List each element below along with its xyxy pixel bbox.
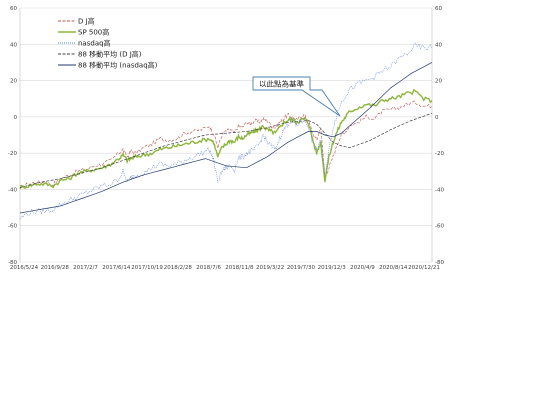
x-tick-label: 2017/10/19 <box>131 265 163 271</box>
legend-label: nasdaq高 <box>78 39 111 48</box>
x-tick-label: 2020/8/14 <box>379 265 408 271</box>
x-tick-label: 2018/11/8 <box>225 265 254 271</box>
x-tick-label: 2020/4/9 <box>350 265 375 271</box>
x-tick-label: 2017/6/14 <box>102 265 131 271</box>
annotation-callout: 以此點為基準 <box>252 76 341 117</box>
series-line-1 <box>19 88 433 190</box>
y-tick-label-left: 40 <box>10 42 17 48</box>
y-tick-label-right: 0 <box>435 115 439 121</box>
legend-label: 88 移動平均 (D J高) <box>78 50 142 59</box>
y-tick-label-right: -60 <box>435 224 444 230</box>
callout-label: 以此點為基準 <box>259 79 304 89</box>
y-tick-label-left: -20 <box>8 151 17 157</box>
x-axis-ticks: 2016/5/24 2016/9/28 2017/2/7 2017/6/14 2017/… <box>10 265 440 271</box>
series-line-2 <box>19 42 433 220</box>
gridlines <box>19 7 433 263</box>
series-line-4 <box>19 62 433 214</box>
y-tick-label-left: 0 <box>14 115 18 121</box>
y-tick-label-right: 60 <box>435 6 442 12</box>
x-tick-label: 2018/2/28 <box>164 265 193 271</box>
series-line-0 <box>19 100 433 189</box>
legend-label: SP 500高 <box>78 28 109 37</box>
series-group <box>19 42 433 220</box>
y-axis-ticks: -80 -80 -60 -60 -40 -40 -20 -20 0 0 20 20 40 40 60 60 <box>8 6 444 266</box>
series-line-3 <box>19 112 433 188</box>
x-tick-label: 2018/7/6 <box>196 265 221 271</box>
legend: D J高 SP 500高 nasdaq高 88 移動平均 (D J高) 88 移動平均 … <box>58 17 158 70</box>
x-tick-label: 2019/12/3 <box>318 265 347 271</box>
y-tick-label-left: 60 <box>10 6 17 12</box>
y-tick-label-left: -60 <box>8 224 17 230</box>
callout-box <box>252 76 341 117</box>
x-tick-label: 2020/12/21 <box>408 265 440 271</box>
x-tick-label: 2016/5/24 <box>10 265 39 271</box>
x-tick-label: 2017/2/7 <box>73 265 98 271</box>
y-tick-label-right: -20 <box>435 151 444 157</box>
x-tick-label: 2019/7/30 <box>287 265 316 271</box>
y-tick-label-left: -80 <box>8 260 17 266</box>
x-tick-label: 2019/3/22 <box>256 265 284 271</box>
legend-label: D J高 <box>78 17 95 26</box>
y-tick-label-right: 20 <box>435 79 442 85</box>
legend-label: 88 移動平均 (nasdaq高) <box>78 61 158 70</box>
x-tick-label: 2016/9/28 <box>41 265 70 271</box>
y-tick-label-left: 20 <box>10 79 17 85</box>
y-tick-label-right: -40 <box>435 187 444 193</box>
y-tick-label-left: -40 <box>8 187 17 193</box>
y-tick-label-right: -80 <box>435 260 444 266</box>
y-tick-label-right: 40 <box>435 42 442 48</box>
